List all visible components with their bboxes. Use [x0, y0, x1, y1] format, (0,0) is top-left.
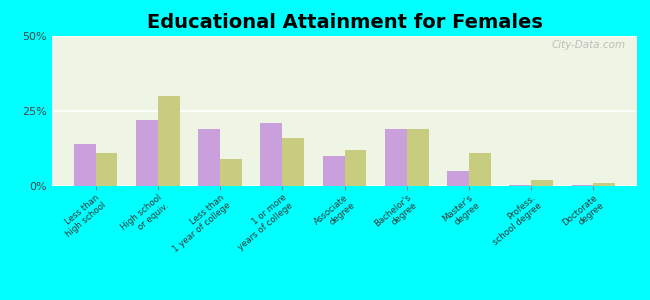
Bar	[198, 129, 220, 186]
Bar	[158, 96, 179, 186]
Title: Educational Attainment for Females: Educational Attainment for Females	[146, 13, 543, 32]
Bar	[220, 159, 242, 186]
Bar	[510, 185, 531, 186]
Bar	[407, 129, 428, 186]
Bar	[469, 153, 491, 186]
Bar	[344, 150, 367, 186]
Bar	[531, 180, 553, 186]
Bar	[447, 171, 469, 186]
Bar	[571, 185, 593, 186]
Text: City-Data.com: City-Data.com	[551, 40, 625, 50]
Bar	[282, 138, 304, 186]
Bar	[96, 153, 118, 186]
Bar	[322, 156, 344, 186]
Bar	[74, 144, 96, 186]
Bar	[136, 120, 158, 186]
Bar	[593, 183, 615, 186]
Bar	[385, 129, 407, 186]
Bar	[261, 123, 282, 186]
